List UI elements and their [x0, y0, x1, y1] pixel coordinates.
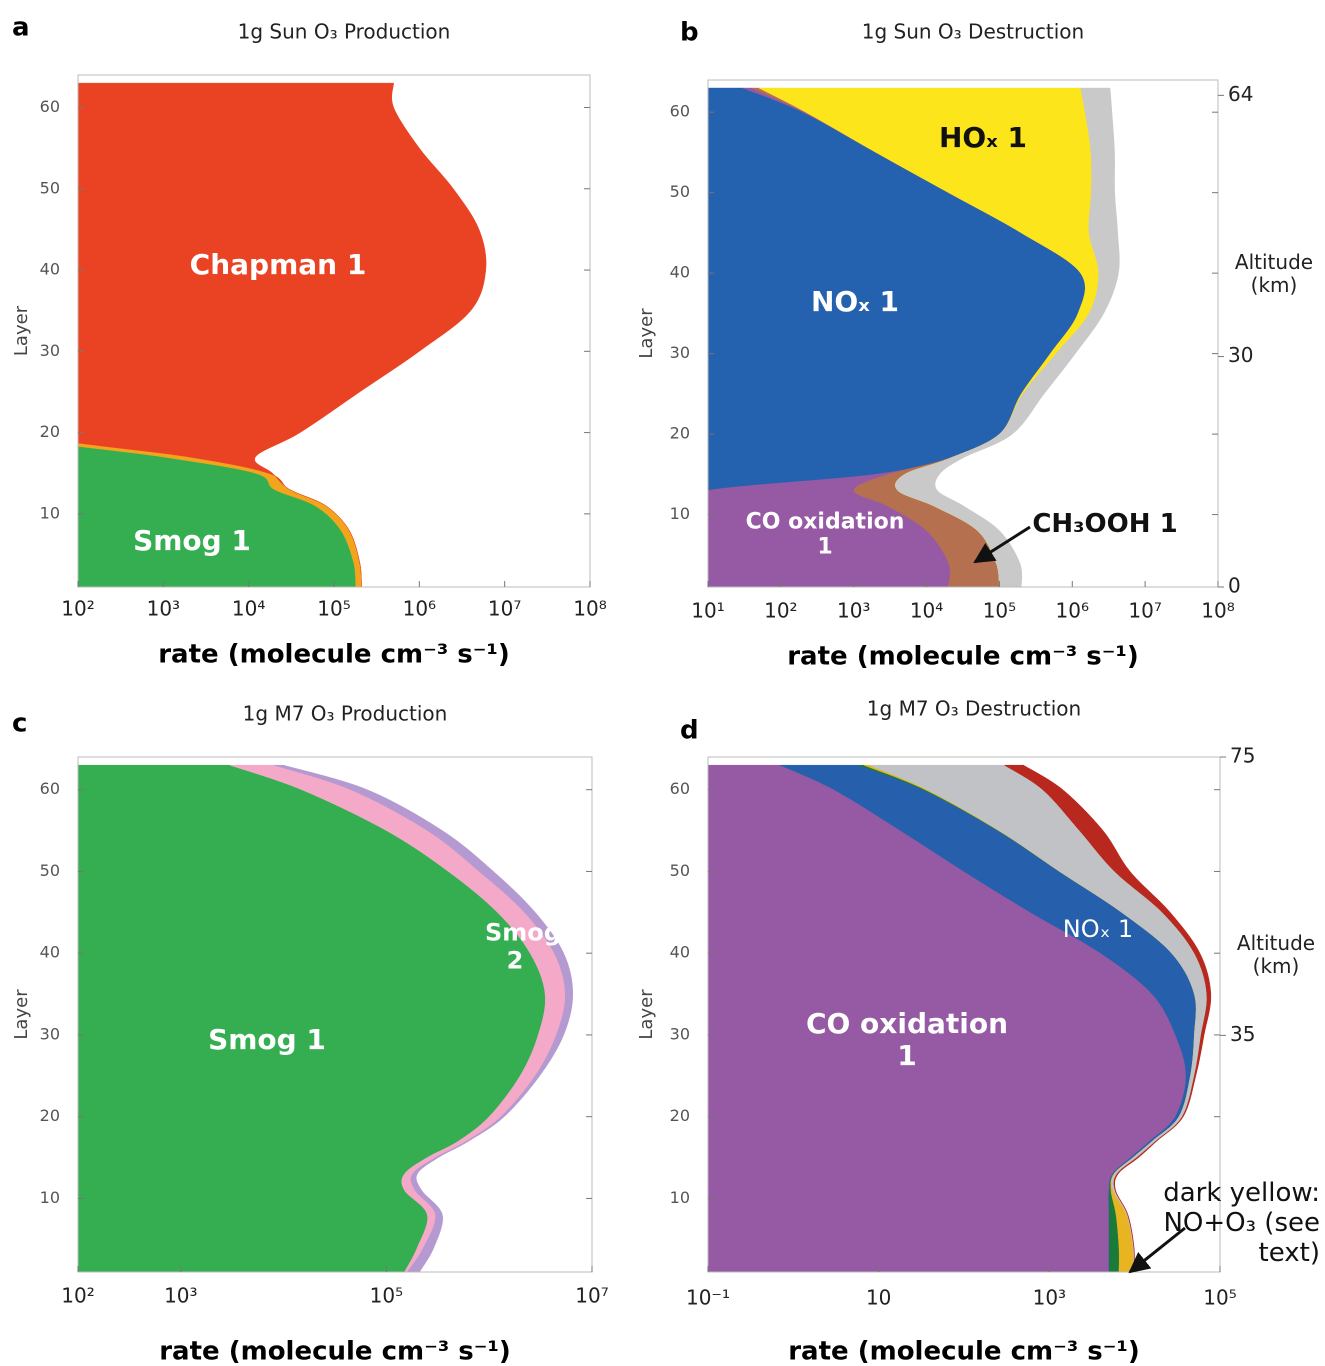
x-tick-label: 10²	[764, 599, 797, 623]
y-tick-label: 60	[40, 97, 60, 116]
y-tick-label: 60	[670, 102, 690, 121]
plot-frame	[77, 756, 593, 1273]
series-label: HOₓ 1	[938, 120, 1028, 154]
x-tick-label: 10⁶	[1056, 599, 1089, 623]
annotation: dark yellow: NO+O₃ (see text)	[1163, 1178, 1320, 1268]
y-tick-label: 50	[670, 182, 690, 201]
y-tick-label: 50	[670, 861, 690, 880]
x-tick-label: 10⁷	[488, 597, 521, 621]
x-tick-label: 10³	[147, 597, 180, 621]
series-label: Smog 1	[133, 523, 251, 557]
series-label: Chapman 1	[189, 247, 367, 281]
plot-area	[708, 764, 1212, 1272]
x-axis-title: rate (molecule cm⁻³ s⁻¹)	[787, 642, 1139, 672]
x-tick-label: 10⁴	[232, 597, 265, 621]
y-tick-label: 20	[670, 424, 690, 443]
x-tick-label: 10³	[1033, 1286, 1066, 1310]
y-tick-label: 20	[670, 1106, 690, 1125]
y-tick-label: 40	[670, 943, 690, 962]
plot-area	[78, 764, 574, 1272]
y-tick-label: 10	[670, 504, 690, 523]
y-tick-label: 40	[670, 263, 690, 282]
y2-tick-label: 75	[1230, 744, 1255, 768]
y-tick-label: 50	[40, 861, 60, 880]
x-tick-label: 10³	[164, 1284, 197, 1308]
x-tick-label: 10	[866, 1286, 891, 1310]
chart-title: 1g M7 O₃ Production	[243, 702, 448, 726]
x-tick-label: 10⁸	[1201, 599, 1234, 623]
panel-letter: a	[12, 13, 30, 43]
y2-tick-label: 64	[1228, 82, 1253, 106]
plot-area	[708, 87, 1120, 587]
y-axis-title: Layer	[11, 305, 32, 356]
chart-title: 1g Sun O₃ Destruction	[862, 20, 1084, 44]
y-tick-label: 50	[40, 178, 60, 197]
x-tick-label: 10²	[61, 1284, 94, 1308]
x-tick-label: 10⁴	[910, 599, 943, 623]
x-tick-label: 10⁸	[573, 597, 606, 621]
area	[78, 82, 487, 587]
area	[78, 764, 546, 1272]
plot-frame	[707, 756, 1221, 1273]
y-tick-label: 60	[670, 779, 690, 798]
arrow	[1128, 1226, 1186, 1274]
area	[895, 87, 1120, 587]
series-label: NOₓ 1	[810, 284, 900, 318]
y-tick-label: 30	[670, 343, 690, 362]
y-tick-label: 30	[40, 1024, 60, 1043]
y2-tick-label: 0	[1228, 574, 1241, 598]
y2-axis-title: Altitude (km)	[1234, 249, 1314, 297]
plot-frame	[707, 79, 1219, 588]
y-tick-label: 40	[40, 260, 60, 279]
y-tick-label: 20	[40, 422, 60, 441]
x-tick-label: 10⁵	[1203, 1286, 1236, 1310]
y2-tick-label: 35	[1230, 1022, 1255, 1046]
y-tick-label: 10	[670, 1188, 690, 1207]
y-tick-label: 30	[40, 341, 60, 360]
x-axis-title: rate (molecule cm⁻³ s⁻¹)	[159, 1337, 511, 1366]
chart-title: 1g M7 O₃ Destruction	[867, 697, 1081, 721]
series-label: NOₓ 1	[1062, 915, 1134, 944]
y-tick-label: 20	[40, 1106, 60, 1125]
area	[273, 764, 574, 1272]
series-label: CO oxidation 1	[805, 1006, 1009, 1072]
area	[1003, 764, 1212, 1272]
series-label: CH₃OOH 1	[1032, 509, 1178, 540]
x-tick-label: 10³	[837, 599, 870, 623]
series-label: CO oxidation 1	[745, 509, 905, 560]
panel-letter: d	[680, 716, 699, 746]
y2-axis-title: Altitude (km)	[1236, 930, 1316, 978]
y-tick-label: 60	[40, 779, 60, 798]
y-axis-title: Layer	[636, 308, 657, 359]
y-tick-label: 30	[670, 1024, 690, 1043]
series-label: Smog 1	[208, 1022, 326, 1056]
x-tick-label: 10⁷	[575, 1284, 608, 1308]
y-axis-title: Layer	[636, 989, 657, 1040]
arrow	[973, 525, 1031, 564]
chart-title: 1g Sun O₃ Production	[238, 20, 451, 44]
x-tick-label: 10⁷	[1128, 599, 1161, 623]
y-tick-label: 40	[40, 943, 60, 962]
panel-letter: c	[12, 709, 27, 739]
x-tick-label: 10¹	[691, 599, 724, 623]
x-tick-label: 10⁻¹	[686, 1286, 730, 1310]
x-tick-label: 10⁶	[403, 597, 436, 621]
series-label: Smog 2	[485, 918, 561, 974]
x-axis-title: rate (molecule cm⁻³ s⁻¹)	[788, 1337, 1140, 1366]
y-axis-title: Layer	[11, 989, 32, 1040]
x-axis-title: rate (molecule cm⁻³ s⁻¹)	[158, 640, 510, 670]
panel-letter: b	[680, 18, 699, 48]
plot-area	[78, 82, 487, 587]
x-tick-label: 10⁵	[983, 599, 1016, 623]
y-tick-label: 10	[40, 1188, 60, 1207]
y2-tick-label: 30	[1228, 343, 1253, 367]
x-tick-label: 10⁵	[370, 1284, 403, 1308]
x-tick-label: 10²	[61, 597, 94, 621]
x-tick-label: 10⁵	[317, 597, 350, 621]
y-tick-label: 10	[40, 503, 60, 522]
